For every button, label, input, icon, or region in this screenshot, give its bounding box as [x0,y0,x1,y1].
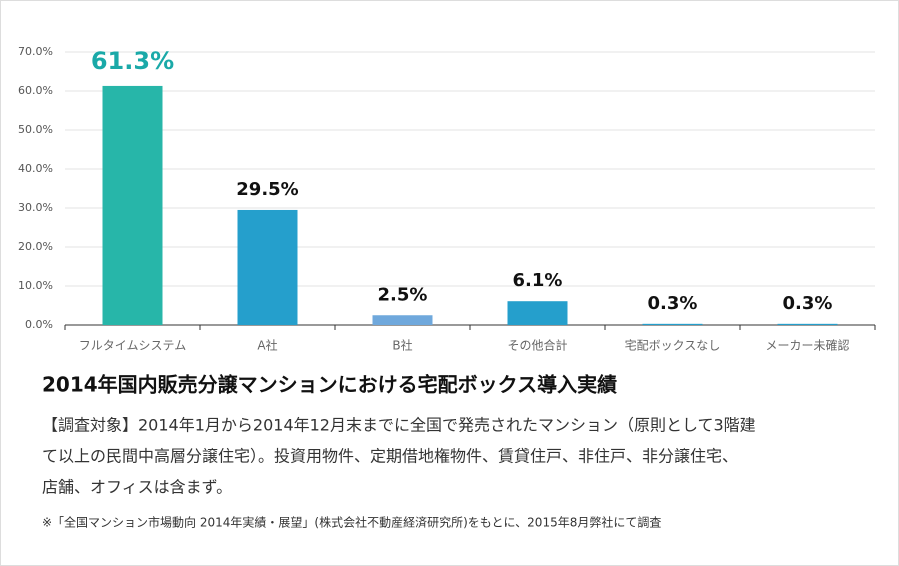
bar [237,209,298,325]
y-tick-label: 60.0% [18,84,53,97]
bar [507,301,568,325]
value-label: 29.5% [236,179,298,200]
x-tick-label: 宅配ボックスなし [625,338,721,353]
caption-line: て以上の民間中高層分譲住宅）。投資用物件、定期借地権物件、賃貸住戸、非住戸、非分… [42,447,738,466]
source-note: ※「全国マンション市場動向 2014年実績・展望」(株式会社不動産経済研究所)を… [42,515,661,530]
bar [777,323,838,325]
y-tick-label: 50.0% [18,123,53,136]
bar [102,85,163,326]
y-tick-label: 0.0% [25,318,53,331]
x-tick-label: A社 [257,338,277,353]
y-tick-label: 20.0% [18,240,53,253]
x-tick-label: フルタイムシステム [79,339,186,353]
y-tick-label: 40.0% [18,162,53,175]
x-tick-label: メーカー未確認 [765,338,849,353]
y-tick-label: 70.0% [18,45,53,58]
caption-line: 店舗、オフィスは含まず。 [42,478,232,497]
value-label: 61.3% [91,47,174,75]
bar [642,323,703,325]
chart-title: 2014年国内販売分譲マンションにおける宅配ボックス導入実績 [42,373,617,397]
value-label: 6.1% [513,270,563,291]
value-label: 2.5% [378,284,428,305]
x-tick-label: その他合計 [507,338,567,353]
y-tick-label: 10.0% [18,279,53,292]
value-label: 0.3% [783,293,833,314]
bar [372,315,433,325]
value-label: 0.3% [648,293,698,314]
y-tick-label: 30.0% [18,201,53,214]
x-tick-label: B社 [392,338,412,353]
caption-line: 【調査対象】2014年1月から2014年12月末までに全国で発売されたマンション… [42,416,756,435]
